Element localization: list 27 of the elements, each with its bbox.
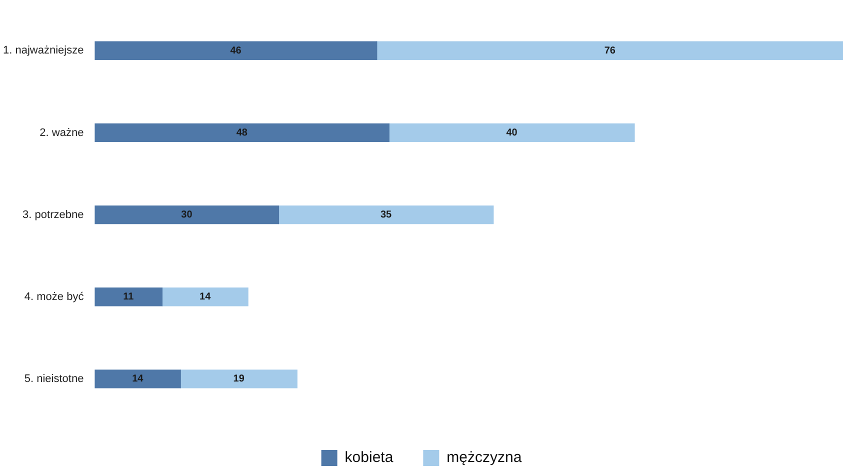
bar <box>94 288 163 306</box>
data-label: 30 <box>181 210 193 221</box>
y-tick-label: 3. potrzebne <box>22 208 84 221</box>
data-label: 76 <box>604 45 616 56</box>
bar <box>162 288 248 306</box>
data-label: 35 <box>380 210 392 221</box>
data-label: 40 <box>506 127 518 138</box>
bar <box>180 370 298 388</box>
bar <box>278 205 494 224</box>
bar <box>94 41 378 60</box>
y-tick-label: 4. może być <box>24 290 84 303</box>
legend-label: mężczyzna <box>446 449 522 466</box>
bar <box>94 123 390 142</box>
data-label: 14 <box>200 292 212 303</box>
data-label: 19 <box>233 374 245 385</box>
data-label: 46 <box>230 45 242 56</box>
data-label: 14 <box>132 374 144 385</box>
y-tick-label: 1. najważniejsze <box>2 44 84 57</box>
bar <box>388 123 635 142</box>
data-label: 48 <box>236 127 248 138</box>
bar <box>94 205 280 224</box>
bar <box>376 41 843 60</box>
bar <box>94 370 181 388</box>
y-tick-label: 2. ważne <box>40 126 84 139</box>
legend-label: kobieta <box>344 449 394 466</box>
data-label: 11 <box>123 292 134 303</box>
y-tick-label: 5. nieistotne <box>24 372 84 385</box>
